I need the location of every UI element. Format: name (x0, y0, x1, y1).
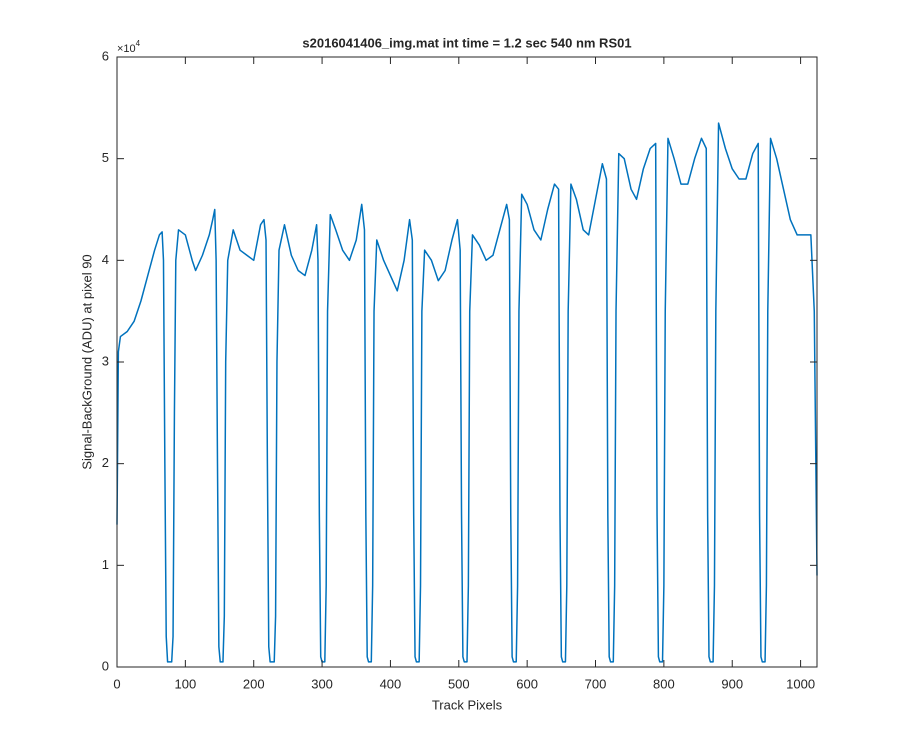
chart-title: s2016041406_img.mat int time = 1.2 sec 5… (302, 35, 631, 50)
y-tick-label: 6 (102, 48, 109, 63)
y-tick-label: 1 (102, 557, 109, 572)
data-line (116, 122, 818, 663)
x-tick-label: 200 (243, 676, 265, 691)
y-axis-label: Signal-BackGround (ADU) at pixel 90 (79, 254, 94, 469)
y-tick-label: 2 (102, 455, 109, 470)
y-tick-label: 5 (102, 150, 109, 165)
y-tick-label: 3 (102, 353, 109, 368)
y-tick-label: 4 (102, 252, 109, 267)
x-tick-label: 900 (721, 676, 743, 691)
x-tick-label: 700 (585, 676, 607, 691)
x-tick-label: 100 (175, 676, 197, 691)
y-tick-label: 0 (102, 658, 109, 673)
y-exponent: ×104 (117, 39, 141, 55)
x-tick-label: 300 (311, 676, 333, 691)
x-tick-label: 800 (653, 676, 675, 691)
y-exponent-power: 4 (136, 39, 141, 48)
y-exponent-base: ×10 (117, 43, 136, 55)
x-tick-label: 500 (448, 676, 470, 691)
x-tick-label: 400 (380, 676, 402, 691)
x-axis-label: Track Pixels (432, 697, 503, 712)
x-tick-label: 1000 (786, 676, 815, 691)
x-tick-label: 600 (516, 676, 538, 691)
x-tick-label: 0 (113, 676, 120, 691)
